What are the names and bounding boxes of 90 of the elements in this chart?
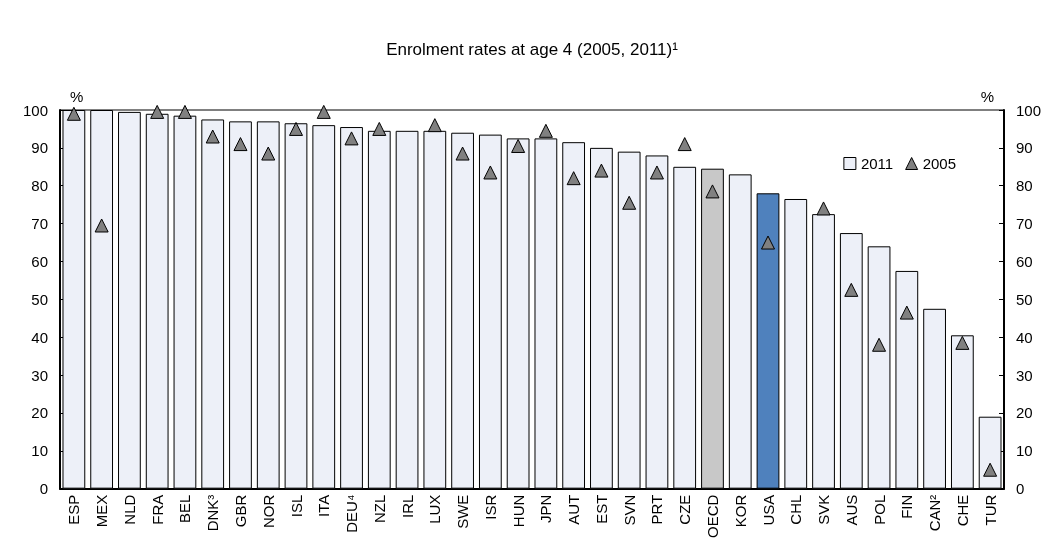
point <box>455 146 470 161</box>
y-tick-label: 0 <box>39 480 48 498</box>
legend-label: 2005 <box>922 155 957 172</box>
y-tick-label: 50 <box>31 290 48 308</box>
y2-tick-label: 90 <box>1016 139 1033 157</box>
y-tick-label: 30 <box>31 366 48 384</box>
x-tick-label: POL <box>870 494 888 525</box>
y2-tick-label: 0 <box>1016 480 1025 498</box>
x-tick-label: DNK³ <box>204 494 222 532</box>
x-tick-label: AUT <box>565 494 583 525</box>
y2-axis-title: % <box>980 88 994 105</box>
point <box>344 131 359 146</box>
x-tick-label: SWE <box>454 494 472 529</box>
point <box>177 104 192 119</box>
y2-tick-label: 70 <box>1016 215 1033 233</box>
y2-tick-label: 100 <box>1016 101 1042 119</box>
x-tick-label: ISR <box>481 494 499 520</box>
x-tick-label: GBR <box>231 494 249 528</box>
chart-title: Enrolment rates at age 4 (2005, 2011)¹ <box>386 40 679 59</box>
point <box>622 195 637 210</box>
point <box>844 282 859 297</box>
x-tick-label: ESP <box>65 494 83 525</box>
x-tick-label: FRA <box>148 494 166 525</box>
point <box>66 106 81 121</box>
point <box>427 118 442 133</box>
y-tick-label: 70 <box>31 215 48 233</box>
point <box>94 218 109 233</box>
x-tick-label: CAN² <box>926 494 944 532</box>
y2-tick-label: 40 <box>1016 328 1033 346</box>
x-tick-label: ISL <box>287 494 305 518</box>
y-axis-title: % <box>70 88 84 105</box>
y-tick-label: 60 <box>31 252 48 270</box>
x-tick-label: CZE <box>676 494 694 525</box>
x-tick-label: HUN <box>509 494 527 528</box>
x-tick-label: NZL <box>370 494 388 524</box>
x-tick-label: JPN <box>537 494 555 524</box>
point <box>677 137 692 152</box>
y-tick-label: 20 <box>31 404 48 422</box>
point <box>261 146 276 161</box>
x-tick-label: NLD <box>120 494 138 525</box>
point <box>289 121 303 136</box>
x-tick-label: OECD <box>703 494 721 539</box>
x-tick-label: BEL <box>176 494 194 524</box>
point <box>538 123 553 138</box>
legend-label: 2011 <box>860 155 894 172</box>
x-tick-label: SVN <box>620 494 638 526</box>
x-tick-label: KOR <box>731 494 749 528</box>
y2-tick-label: 30 <box>1016 366 1033 384</box>
point <box>899 305 914 320</box>
x-tick-label: USA <box>759 494 777 526</box>
point <box>705 184 720 199</box>
y-tick-label: 80 <box>31 177 48 195</box>
point <box>955 335 970 350</box>
y2-tick-label: 50 <box>1016 290 1033 308</box>
y-tick-label: 40 <box>31 328 48 346</box>
x-tick-label: SVK <box>815 494 833 525</box>
x-tick-label: DEU⁴ <box>343 494 361 533</box>
x-tick-label: PRT <box>648 494 666 525</box>
y2-tick-label: 80 <box>1016 177 1033 195</box>
y-tick-label: 90 <box>31 139 48 157</box>
x-tick-label: FIN <box>898 494 916 519</box>
point <box>566 171 581 186</box>
point <box>816 201 831 216</box>
y-tick-label: 100 <box>22 101 48 119</box>
x-tick-label: EST <box>592 494 610 524</box>
x-tick-label: IRL <box>398 494 416 519</box>
point <box>649 165 664 180</box>
y-tick-label: 10 <box>31 442 48 460</box>
y2-tick-label: 60 <box>1016 252 1033 270</box>
point <box>483 165 498 180</box>
x-tick-label: MEX <box>93 494 111 528</box>
point <box>872 337 887 352</box>
point <box>316 104 331 119</box>
point <box>150 104 165 119</box>
point <box>594 163 609 178</box>
point <box>205 129 220 144</box>
x-tick-label: AUS <box>842 494 860 526</box>
x-tick-label: CHE <box>953 494 971 527</box>
x-tick-label: NOR <box>259 494 277 529</box>
x-tick-label: ITA <box>315 494 333 517</box>
x-tick-label: TUR <box>981 494 999 526</box>
point <box>372 121 387 136</box>
x-tick-label: LUX <box>426 494 444 524</box>
point <box>761 235 775 250</box>
y2-tick-label: 10 <box>1016 442 1033 460</box>
point <box>511 138 526 153</box>
point <box>233 137 248 152</box>
point <box>983 462 998 477</box>
x-tick-label: CHL <box>787 494 805 525</box>
y2-tick-label: 20 <box>1016 404 1033 422</box>
